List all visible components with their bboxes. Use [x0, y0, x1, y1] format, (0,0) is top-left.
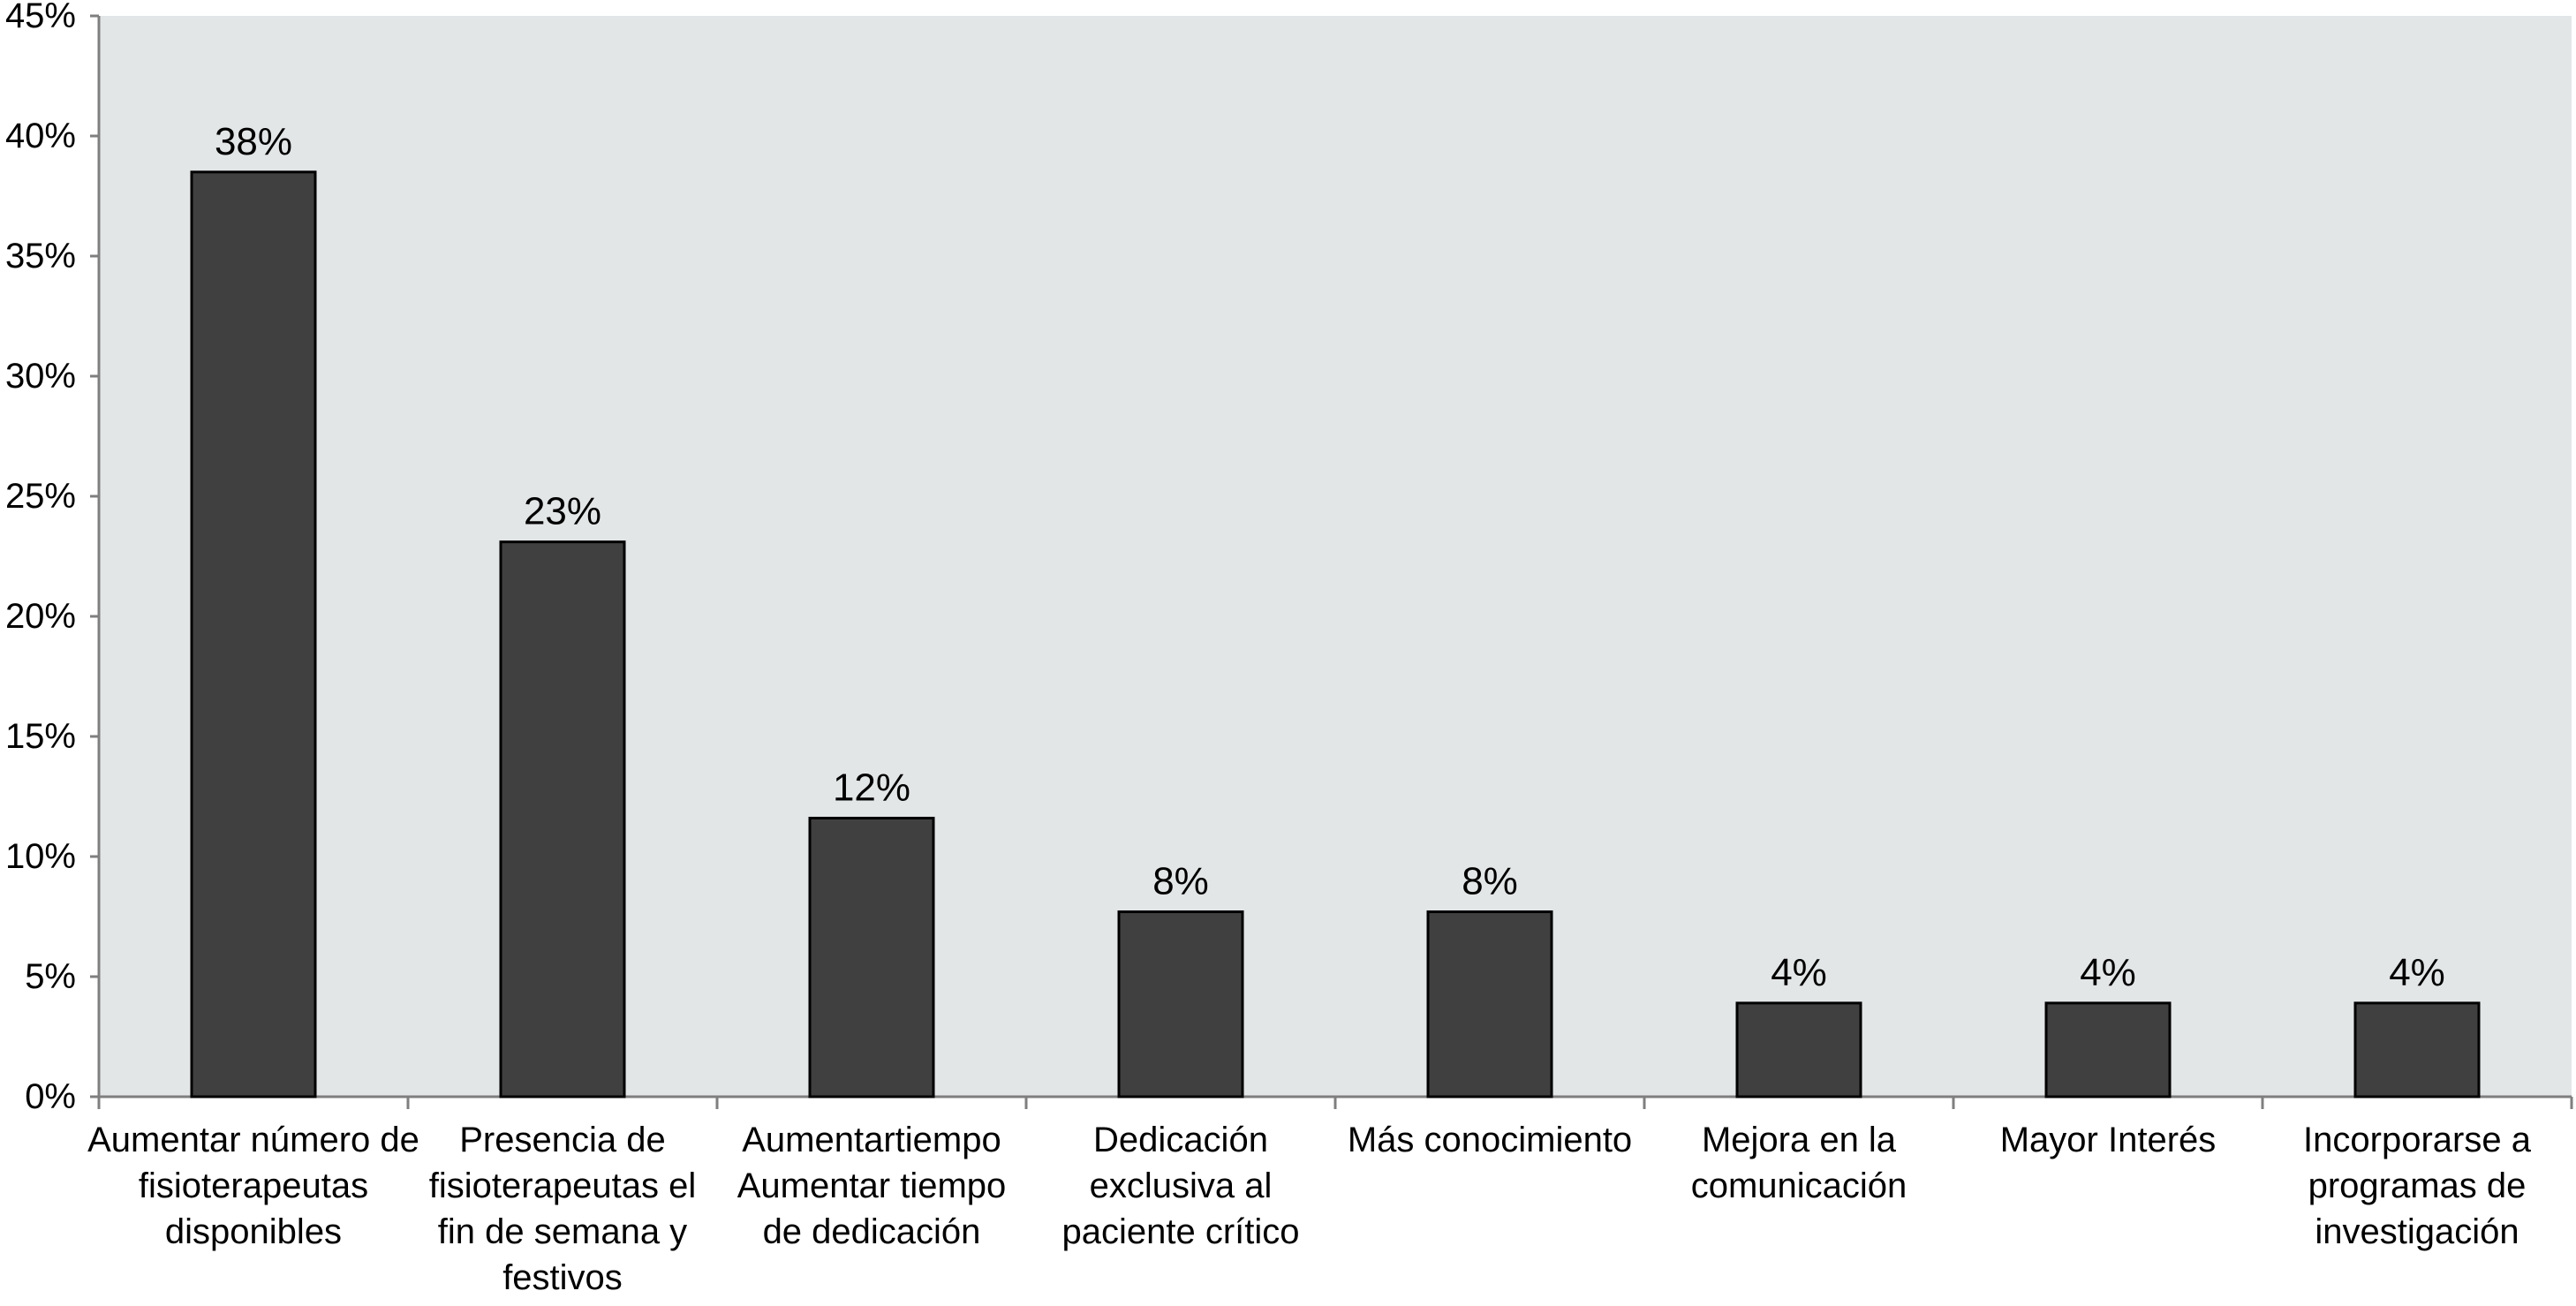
category-label-line: exclusiva al [1090, 1166, 1273, 1205]
category-label: Mayor Interés [2000, 1121, 2217, 1159]
category-label-line: fisioterapeutas [139, 1166, 368, 1205]
category-label: Aumentartiempo Aumentar tiempo de dedicaci… [737, 1121, 1007, 1251]
data-labels: 38% 23% 12% 8% 8% 4% 4% 4% [215, 120, 2445, 994]
y-tick-label: 0% [25, 1077, 76, 1116]
y-tick-label: 20% [5, 597, 76, 636]
category-label-line: disponibles [165, 1212, 342, 1251]
category-label: Presencia de fisioterapeutas el fin de sem… [429, 1121, 696, 1297]
category-label-line: fisioterapeutas el [429, 1166, 696, 1205]
category-label-line: festivos [502, 1258, 623, 1297]
category-label-line: fin de semana y [438, 1212, 687, 1251]
bar [1735, 1001, 1862, 1098]
y-tick-label: 35% [5, 237, 76, 276]
y-tick-label: 40% [5, 117, 76, 155]
category-label-line: programas de [2308, 1166, 2527, 1205]
y-tick-label: 25% [5, 477, 76, 516]
bar [499, 540, 626, 1098]
category-label-line: investigación [2315, 1212, 2519, 1251]
data-label: 4% [2080, 951, 2136, 994]
data-label: 4% [2389, 951, 2445, 994]
category-label-line: Más conocimiento [1348, 1121, 1632, 1159]
bar [2044, 1001, 2172, 1098]
bars [190, 170, 2481, 1098]
y-tick-label: 30% [5, 357, 76, 396]
x-axis [97, 1095, 2573, 1109]
category-label-line: Presencia de [459, 1121, 665, 1159]
category-label-line: paciente crítico [1061, 1212, 1299, 1251]
category-label-line: Dedicación [1093, 1121, 1268, 1159]
data-label: 12% [833, 766, 910, 809]
y-tick-label: 10% [5, 837, 76, 876]
category-label-line: Aumentar número de [87, 1121, 419, 1159]
category-label-line: Aumentar tiempo [737, 1166, 1007, 1205]
bar [1426, 910, 1553, 1098]
bar [190, 170, 317, 1098]
data-label: 38% [215, 120, 292, 163]
category-label: Mejora en la comunicación [1691, 1121, 1907, 1205]
data-label: 8% [1152, 860, 1209, 903]
bar [2353, 1001, 2481, 1098]
category-label: Aumentar número de fisioterapeutas disponi… [87, 1121, 419, 1251]
category-labels: Aumentar número de fisioterapeutas disponi… [87, 1121, 2532, 1297]
data-label: 23% [524, 490, 601, 533]
category-label-line: Aumentartiempo [742, 1121, 1001, 1159]
category-label: Incorporarse a programas de investigación [2303, 1121, 2532, 1251]
y-tick-label: 45% [5, 0, 76, 35]
y-tick-label: 15% [5, 717, 76, 756]
category-label-line: de dedicación [763, 1212, 981, 1251]
y-axis: 0% 5% 10% 15% 20% 25% 30% 35% 40% 45% [5, 0, 101, 1116]
category-label-line: Mayor Interés [2000, 1121, 2217, 1159]
category-label-line: Incorporarse a [2303, 1121, 2532, 1159]
data-label: 8% [1462, 860, 1518, 903]
data-label: 4% [1771, 951, 1827, 994]
bar [808, 816, 935, 1098]
y-tick-label: 5% [25, 957, 76, 996]
category-label-line: Mejora en la [1702, 1121, 1897, 1159]
category-label: Más conocimiento [1348, 1121, 1632, 1159]
bar [1117, 910, 1244, 1098]
plot-area [99, 16, 2572, 1097]
category-label: Dedicación exclusiva al paciente crítico [1061, 1121, 1299, 1251]
category-label-line: comunicación [1691, 1166, 1907, 1205]
